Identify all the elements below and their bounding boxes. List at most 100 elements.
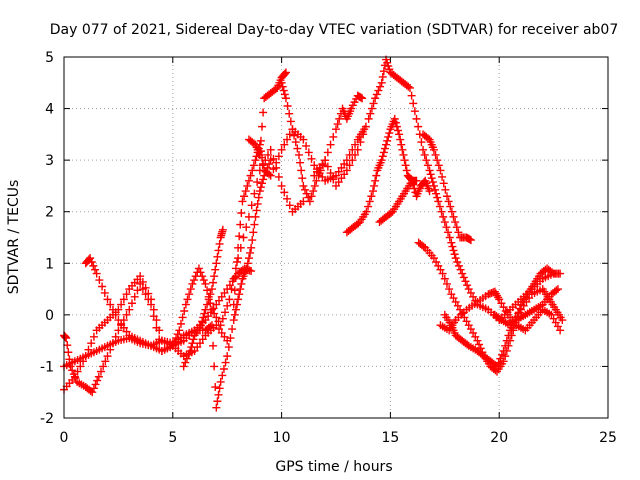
data-point-marker (302, 141, 311, 150)
data-point-marker (119, 295, 128, 304)
data-point-marker (183, 295, 192, 304)
data-point-marker (200, 309, 209, 318)
data-point-marker (281, 94, 290, 103)
data-point-marker (248, 236, 257, 245)
data-point-marker (210, 272, 219, 281)
data-point-marker (259, 175, 268, 184)
data-point-marker (234, 243, 243, 252)
data-point-marker (326, 169, 335, 178)
data-point-marker (188, 279, 197, 288)
data-point-marker (241, 187, 250, 196)
data-point-marker (229, 300, 238, 309)
data-point-marker (332, 125, 340, 134)
data-point-marker (494, 358, 503, 367)
data-point-marker (383, 136, 392, 145)
data-point-marker (181, 358, 190, 367)
data-point-marker (362, 207, 371, 216)
series-track-14 (440, 285, 562, 371)
data-point-marker (176, 319, 185, 328)
data-point-marker (496, 354, 505, 363)
data-point-marker (379, 148, 388, 157)
data-point-marker (149, 312, 158, 321)
data-point-marker (380, 144, 389, 153)
data-point-marker (359, 130, 368, 139)
data-point-marker (196, 268, 205, 277)
data-point-marker (234, 254, 243, 263)
data-point-marker (444, 197, 453, 206)
data-point-marker (248, 166, 257, 175)
data-point-marker (187, 343, 196, 352)
data-point-marker (225, 295, 234, 304)
data-point-marker (242, 223, 251, 232)
data-point-marker (91, 380, 100, 389)
data-point-marker (280, 188, 289, 197)
data-point-marker (432, 189, 441, 198)
data-point-marker (377, 156, 386, 165)
data-point-marker (335, 114, 344, 123)
data-point-marker (442, 223, 451, 232)
data-point-marker (504, 331, 513, 340)
series-track-6 (229, 125, 369, 309)
data-point-marker (108, 305, 117, 314)
plot-frame (63, 56, 609, 419)
data-point-marker (189, 335, 198, 344)
data-point-marker (259, 160, 268, 169)
y-tick-label: 2 (45, 205, 54, 221)
data-point-marker (299, 135, 308, 144)
data-point-marker (207, 285, 216, 294)
data-point-marker (384, 132, 393, 141)
data-point-marker (419, 242, 428, 251)
data-point-marker (396, 135, 405, 144)
data-point-marker (447, 238, 456, 247)
data-point-marker (243, 181, 252, 190)
data-point-marker (69, 370, 78, 379)
data-point-marker (236, 220, 245, 229)
data-point-marker (428, 178, 437, 187)
data-point-marker (298, 174, 307, 183)
data-point-marker (309, 187, 318, 196)
x-axis-ticks: 0 5 10 15 20 25 (60, 57, 617, 446)
data-point-marker (412, 176, 421, 185)
data-point-marker (553, 285, 562, 294)
data-point-marker (269, 165, 278, 174)
data-point-marker (266, 156, 275, 165)
data-point-marker (305, 197, 314, 206)
data-point-marker (235, 290, 244, 299)
data-point-marker (280, 90, 289, 99)
data-point-marker (392, 122, 401, 131)
data-point-marker (412, 114, 421, 123)
data-point-marker (64, 348, 73, 357)
data-point-marker (285, 130, 294, 139)
data-point-marker (178, 313, 187, 322)
data-point-marker (95, 276, 104, 285)
data-points (60, 55, 567, 412)
data-point-marker (364, 114, 373, 123)
data-point-marker (438, 172, 447, 181)
data-point-marker (446, 202, 455, 211)
data-point-marker (449, 246, 458, 255)
data-point-marker (440, 274, 449, 283)
data-point-marker (358, 94, 367, 103)
data-point-marker (206, 290, 215, 299)
data-point-marker (234, 295, 243, 304)
data-point-marker (438, 269, 447, 278)
series-track-4 (60, 156, 275, 412)
data-point-marker (382, 140, 391, 149)
data-point-marker (253, 178, 262, 187)
data-point-marker (87, 339, 96, 348)
data-point-marker (295, 150, 304, 159)
data-point-marker (493, 362, 502, 371)
data-point-marker (218, 371, 227, 380)
data-point-marker (395, 130, 404, 139)
data-point-marker (321, 156, 330, 165)
data-point-marker (366, 109, 375, 118)
data-point-marker (226, 334, 235, 343)
data-point-marker (103, 295, 112, 304)
data-point-marker (425, 166, 434, 175)
data-point-marker (463, 281, 472, 290)
data-point-marker (215, 384, 224, 393)
data-point-marker (461, 277, 470, 286)
data-point-marker (400, 156, 409, 165)
data-point-marker (329, 132, 338, 141)
data-point-marker (399, 150, 408, 159)
